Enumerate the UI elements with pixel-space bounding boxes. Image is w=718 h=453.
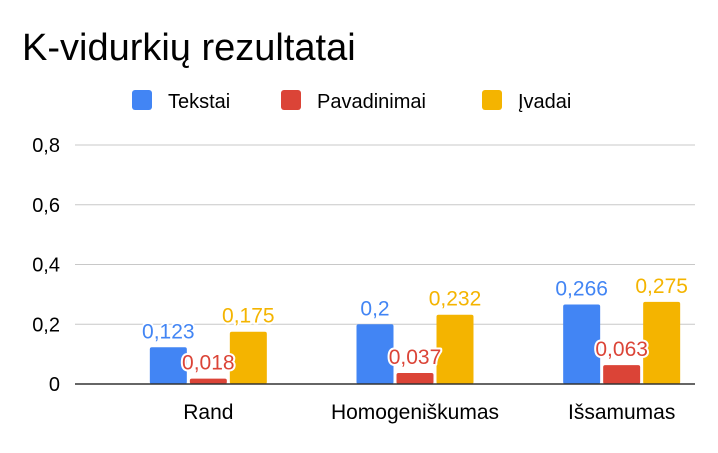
bar: [229, 331, 267, 384]
legend-label: Tekstai: [168, 91, 230, 113]
bar: [396, 372, 434, 384]
legend: Tekstai Pavadinimai Įvadai: [132, 90, 571, 113]
bar: [189, 378, 227, 384]
bar: [149, 347, 187, 384]
axis-layer: 0 0,2 0,4 0,6 0,8 Rand Homogeniškumas Išsamumas: [32, 135, 695, 424]
data-label: 0,018: [182, 352, 235, 375]
data-label: 0,037: [389, 346, 442, 369]
bar: [356, 324, 394, 384]
chart-title: K-vidurkių rezultatai: [22, 27, 356, 69]
x-tick-label: Išsamumas: [568, 401, 675, 424]
y-tick-label: 0,4: [32, 255, 60, 277]
data-label: 0,175: [222, 305, 275, 328]
data-label: 0,232: [429, 288, 482, 311]
legend-swatch: [281, 90, 301, 110]
legend-swatch: [132, 90, 152, 110]
labels-layer: 0,123 0,018 0,175 0,2 0,037 0,232 0,266 0,063 0,…: [140, 273, 690, 377]
data-label: 0,123: [142, 320, 195, 343]
data-label: 0,266: [555, 278, 608, 301]
x-tick-label: Homogeniškumas: [331, 401, 499, 424]
data-label: 0,063: [595, 338, 648, 361]
bar: [643, 301, 681, 384]
legend-swatch: [482, 90, 502, 110]
bar: [603, 365, 641, 384]
y-tick-label: 0,8: [32, 135, 60, 157]
x-tick-label: Rand: [183, 401, 233, 424]
y-tick-label: 0,2: [32, 314, 60, 336]
data-label: 0,2: [360, 297, 389, 320]
legend-label: Įvadai: [518, 91, 571, 113]
bar: [563, 304, 601, 384]
y-tick-label: 0,6: [32, 195, 60, 217]
bar: [436, 314, 474, 384]
bars-layer: [149, 301, 681, 384]
y-tick-label: 0: [49, 374, 60, 396]
data-label: 0,275: [635, 275, 688, 298]
legend-label: Pavadinimai: [317, 91, 426, 113]
